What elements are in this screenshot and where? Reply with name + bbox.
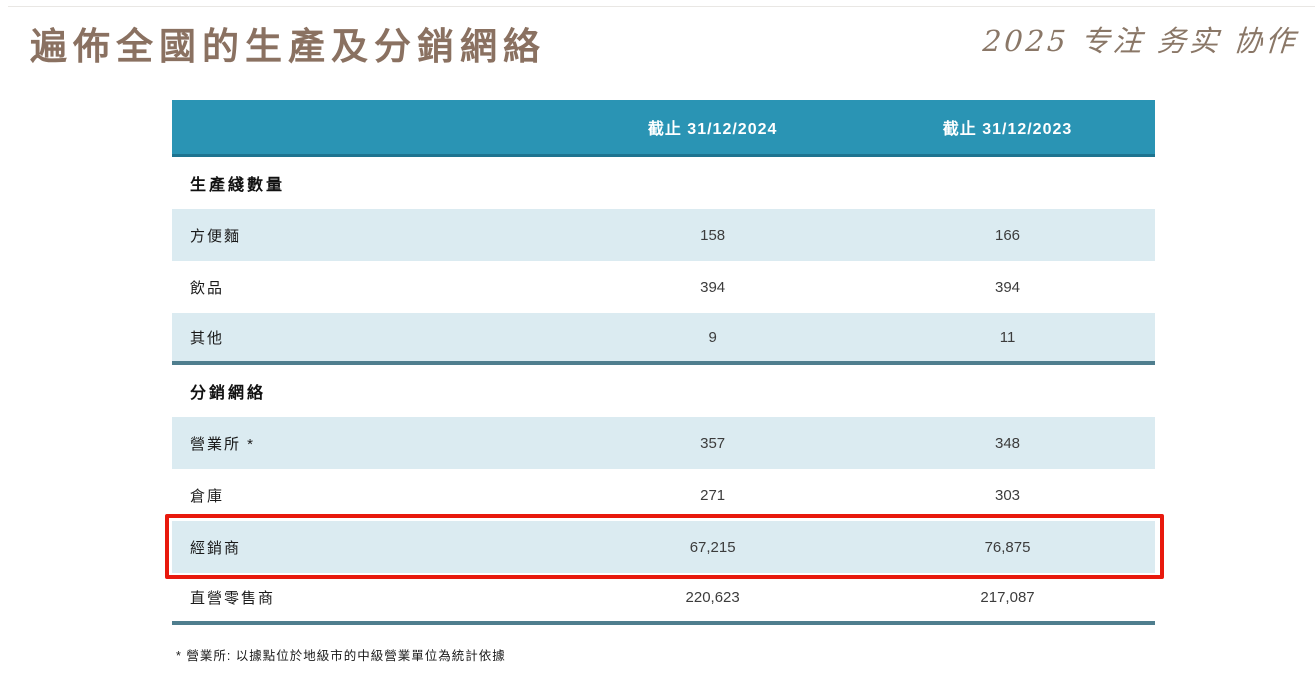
column-header-2023: 截止 31/12/2023 — [942, 121, 1073, 138]
table-row-warehouses: 倉庫 271 303 — [172, 469, 1155, 521]
row-value-2024: 67,215 — [689, 538, 736, 556]
table-row-beverages: 飲品 394 394 — [172, 261, 1155, 313]
table-row-distributors-highlighted: 經銷商 67,215 76,875 — [165, 514, 1164, 579]
stats-table: 截止 31/12/2024 截止 31/12/2023 生產綫數量 方便麵 15… — [165, 100, 1164, 625]
table-row-instant-noodles: 方便麵 158 166 — [172, 209, 1155, 261]
row-label: 經銷商 — [190, 539, 242, 557]
row-label: 營業所 * — [190, 435, 256, 453]
table-footnote: * 營業所: 以據點位於地級市的中級營業單位為統計依據 — [176, 649, 506, 663]
row-label: 飲品 — [190, 279, 225, 297]
row-value-2024: 220,623 — [685, 588, 740, 606]
row-value-2023: 11 — [999, 328, 1016, 346]
row-value-2023: 166 — [995, 226, 1021, 244]
row-value-2023: 303 — [995, 486, 1021, 504]
table-row-others: 其他 9 11 — [172, 313, 1155, 365]
row-label: 倉庫 — [190, 487, 225, 505]
row-label: 方便麵 — [190, 227, 242, 245]
row-label: 其他 — [190, 329, 225, 347]
section-header-distribution-network: 分銷網絡 — [172, 365, 1155, 417]
table-row-direct-retailers: 直營零售商 220,623 217,087 — [172, 573, 1155, 625]
row-label: 直營零售商 — [190, 589, 276, 607]
row-value-2024: 271 — [700, 486, 726, 504]
section-header-production-lines: 生產綫數量 — [172, 157, 1155, 209]
row-value-2023: 394 — [995, 278, 1021, 296]
column-header-2024: 截止 31/12/2024 — [647, 121, 778, 138]
row-value-2023: 76,875 — [984, 538, 1031, 556]
row-value-2024: 394 — [700, 278, 726, 296]
row-value-2024: 9 — [708, 328, 717, 346]
row-value-2024: 158 — [700, 226, 726, 244]
table-row-sales-offices: 營業所 * 357 348 — [172, 417, 1155, 469]
row-value-2023: 348 — [995, 434, 1021, 452]
table-header-row: 截止 31/12/2024 截止 31/12/2023 — [172, 100, 1155, 157]
row-value-2024: 357 — [700, 434, 726, 452]
row-value-2023: 217,087 — [980, 588, 1035, 606]
year-slogan: 2025 专注 务实 协作 — [981, 24, 1299, 58]
top-divider — [8, 6, 1315, 7]
page-title: 遍佈全國的生產及分銷網絡 — [30, 26, 546, 67]
